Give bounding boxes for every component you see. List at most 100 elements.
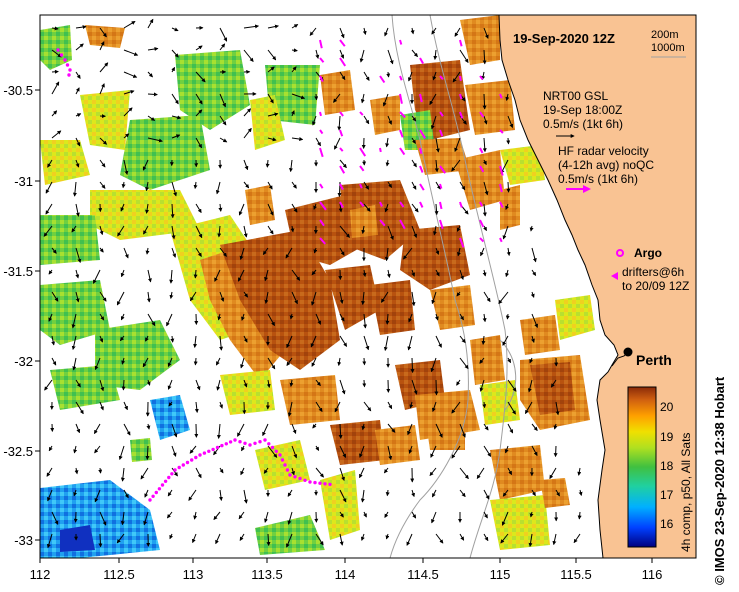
current-arrow — [315, 313, 321, 325]
radar-vector — [439, 75, 444, 80]
current-arrow — [410, 357, 415, 374]
current-arrow — [310, 335, 317, 348]
current-arrow — [166, 313, 173, 327]
map-date-label: 19-Sep-2020 12Z — [513, 31, 615, 46]
radar-vector — [319, 129, 324, 135]
current-arrow — [410, 27, 415, 35]
current-arrow — [482, 313, 487, 323]
current-arrow — [507, 467, 513, 476]
current-arrow — [99, 247, 104, 253]
current-arrow — [71, 335, 77, 351]
current-arrow — [265, 159, 270, 168]
current-arrow — [337, 357, 342, 367]
current-arrow — [315, 467, 324, 478]
current-arrow — [243, 379, 248, 388]
colorbar-tick: 19 — [660, 430, 674, 444]
current-arrow — [99, 401, 104, 411]
current-arrow — [456, 247, 461, 257]
radar-vector — [339, 111, 344, 117]
current-arrow — [171, 134, 181, 139]
current-arrow — [403, 247, 413, 260]
current-arrow — [116, 291, 125, 306]
current-arrow — [195, 109, 203, 117]
drifter-point — [328, 482, 332, 487]
axis-ticks — [35, 89, 653, 563]
current-arrow — [459, 533, 465, 541]
drifter-point — [318, 481, 322, 485]
current-arrow — [116, 533, 125, 544]
current-arrow — [286, 533, 293, 548]
radar-vector — [459, 75, 462, 81]
current-arrow — [531, 247, 537, 263]
current-arrow — [384, 247, 389, 262]
current-arrow — [213, 511, 221, 521]
current-arrow — [243, 108, 252, 117]
current-arrow — [119, 335, 125, 342]
current-arrow — [384, 203, 389, 213]
current-arrow — [214, 269, 221, 282]
drifter-point — [285, 468, 290, 472]
current-arrow — [507, 401, 516, 415]
x-tick-label: 115.5 — [560, 567, 592, 582]
radar-vector — [379, 147, 382, 153]
current-arrow — [171, 49, 179, 58]
current-arrow — [75, 159, 80, 168]
current-arrow — [171, 93, 179, 105]
current-arrow — [504, 445, 509, 454]
current-arrow — [359, 49, 365, 63]
current-arrow — [267, 93, 274, 104]
drifter-point — [177, 465, 181, 470]
current-arrow — [120, 467, 125, 482]
radar-vector — [479, 165, 485, 173]
y-tick-label: -31 — [14, 174, 33, 189]
current-arrow — [46, 467, 53, 477]
current-arrow — [287, 489, 293, 497]
current-arrow — [337, 115, 342, 131]
current-arrow — [171, 66, 176, 73]
current-arrow — [339, 247, 345, 256]
current-arrow — [193, 181, 198, 190]
drifter-point — [151, 494, 155, 498]
current-arrow — [483, 159, 487, 166]
current-arrow — [459, 489, 466, 498]
radar-vector — [419, 183, 425, 191]
current-arrow — [385, 137, 390, 148]
current-arrow — [266, 533, 271, 547]
radar-legend-line: HF radar velocity — [558, 144, 649, 158]
current-arrow — [482, 401, 487, 409]
drifter-point — [215, 445, 220, 450]
current-arrow — [145, 203, 150, 214]
current-arrow — [167, 379, 173, 390]
current-arrow — [435, 181, 441, 190]
current-arrow — [363, 203, 371, 212]
current-arrow — [219, 467, 224, 474]
colorbar-gradient — [627, 386, 657, 548]
colorbar-tick: 16 — [660, 517, 674, 531]
current-arrow — [75, 379, 81, 388]
current-arrow — [146, 379, 151, 386]
x-tick-label: 116 — [642, 567, 663, 582]
current-arrow — [387, 225, 394, 241]
current-arrow — [219, 401, 223, 409]
current-arrow — [434, 203, 439, 216]
x-tick-label: 112 — [30, 567, 51, 582]
current-arrow — [483, 225, 487, 232]
current-arrow — [171, 467, 178, 477]
current-arrow — [123, 159, 129, 176]
radar-vector — [339, 201, 344, 208]
current-arrow — [387, 401, 393, 410]
colorbar: 20 19 18 17 16 4h comp, p50, All Sats — [627, 386, 693, 552]
current-arrow — [243, 335, 248, 343]
current-arrow — [171, 225, 176, 240]
current-arrow — [291, 203, 298, 213]
current-arrow — [51, 26, 59, 31]
current-arrow — [555, 401, 560, 416]
current-arrow — [311, 291, 317, 306]
current-arrow — [262, 423, 269, 437]
current-arrow — [507, 423, 514, 434]
current-arrow — [239, 533, 245, 541]
drifter-point — [68, 68, 72, 72]
y-axis-labels: -30.5 -31 -31.5 -32 -32.5 -33 — [3, 83, 33, 548]
current-arrow — [189, 445, 197, 454]
drifter-point — [278, 453, 282, 457]
